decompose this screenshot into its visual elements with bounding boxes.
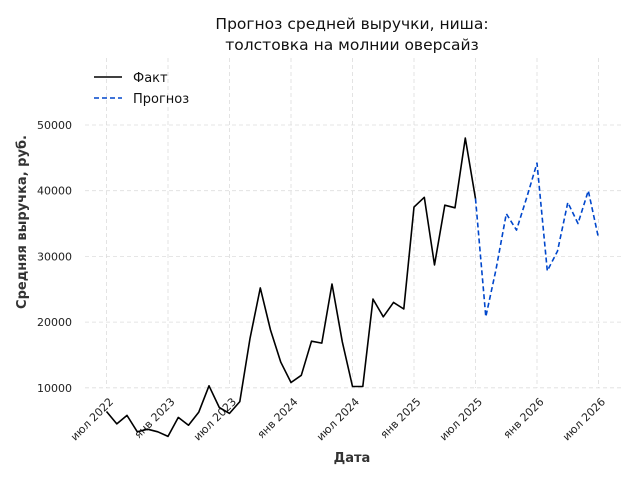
y-tick-label: 30000 [37,250,72,263]
chart-title-line-2: толстовка на молнии оверсайз [225,36,479,54]
x-axis-label: Дата [334,451,371,466]
x-tick-label: янв 2023 [132,395,178,441]
x-tick-label: янв 2024 [255,395,301,441]
chart-title-line-1: Прогноз средней выручки, ниша: [215,15,488,33]
x-tick-label: янв 2026 [501,395,547,441]
series-line-forecast [474,162,600,318]
series-line-actual [105,137,477,438]
x-axis-ticks: июл 2022 янв 2023 июл 2023 янв 2024 июл 2024… [68,395,608,443]
y-tick-label: 20000 [37,316,72,329]
y-axis-label: Средняя выручка, руб. [15,135,30,309]
x-tick-label: июл 2022 [68,395,116,443]
grid [85,58,624,389]
x-tick-label: июл 2026 [560,395,608,443]
x-tick-label: июл 2023 [191,395,239,443]
x-tick-label: янв 2025 [378,395,424,441]
x-tick-label: июл 2024 [314,395,362,443]
x-tick-label: июл 2025 [437,395,485,443]
legend-label-forecast: Прогноз [133,92,189,107]
chart-title: Прогноз средней выручки, ниша: толстовка… [215,15,488,54]
y-tick-label: 10000 [37,382,72,395]
legend-label-actual: Факт [133,71,168,86]
legend: Факт Прогноз [94,71,189,107]
y-axis-ticks: 10000 20000 30000 40000 50000 [37,119,72,395]
plot-area [105,137,600,438]
y-tick-label: 50000 [37,119,72,132]
y-tick-label: 40000 [37,185,72,198]
